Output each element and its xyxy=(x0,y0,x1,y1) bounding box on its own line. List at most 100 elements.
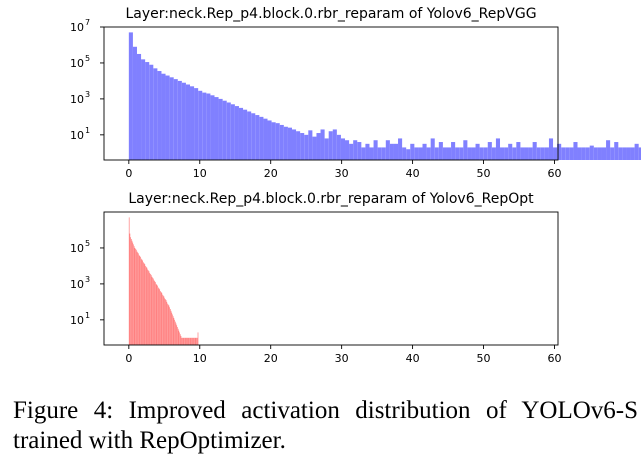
histogram-bar xyxy=(179,332,180,345)
x-tick-label: 40 xyxy=(406,167,420,180)
y-tick-label: 10 xyxy=(70,314,84,327)
histogram-bar xyxy=(136,53,142,160)
x-tick-label: 0 xyxy=(125,352,132,365)
histogram-bar xyxy=(136,251,138,345)
histogram-bar xyxy=(173,318,175,345)
histogram-bar xyxy=(145,265,146,345)
histogram-bar xyxy=(170,310,172,345)
histogram-bar xyxy=(142,260,144,345)
histogram-bar xyxy=(185,84,191,160)
histogram-bar xyxy=(190,86,195,160)
histogram-bar xyxy=(585,147,590,160)
x-tick-label: 20 xyxy=(264,167,278,180)
histogram-bars xyxy=(128,217,199,345)
histogram-bar xyxy=(181,337,183,345)
histogram-bar xyxy=(610,147,615,160)
y-tick-label: 10 xyxy=(70,278,84,291)
histogram-bar xyxy=(418,147,423,160)
histogram-bar xyxy=(557,143,562,160)
histogram-bar xyxy=(304,134,309,160)
histogram-bar xyxy=(516,142,521,160)
histogram-bar xyxy=(300,133,305,160)
histogram-bar xyxy=(186,337,187,345)
x-tick-label: 50 xyxy=(477,352,491,365)
histogram-bar xyxy=(573,142,578,160)
histogram-bar xyxy=(581,147,586,160)
histogram-bar xyxy=(243,109,248,160)
histogram-bar xyxy=(180,336,182,345)
histogram-bar xyxy=(222,100,227,160)
histogram-bar xyxy=(597,147,602,160)
histogram-bar xyxy=(158,288,160,345)
histogram-bar xyxy=(548,138,554,160)
y-tick-exponent: 3 xyxy=(85,275,90,284)
histogram-bar xyxy=(177,328,179,345)
histogram-bar xyxy=(145,266,147,345)
histogram-bar xyxy=(210,95,215,160)
histogram-bar xyxy=(373,140,378,160)
histogram-bar xyxy=(487,142,492,160)
histogram-bar xyxy=(479,147,484,160)
x-tick-label: 30 xyxy=(335,352,349,365)
y-tick-exponent: 1 xyxy=(85,311,90,320)
repvgg-histogram: Layer:neck.Rep_p4.block.0.rbr_reparam of… xyxy=(70,6,641,180)
histogram-bar xyxy=(169,309,171,345)
histogram-bar xyxy=(206,93,211,160)
histogram-bar xyxy=(434,147,439,160)
histogram-bar xyxy=(187,337,188,345)
histogram-bar xyxy=(451,142,456,160)
histogram-bar xyxy=(192,337,194,345)
histogram-bar xyxy=(167,303,168,345)
histogram-bar xyxy=(181,82,186,160)
histogram-bar xyxy=(601,147,607,160)
histogram-bar xyxy=(174,321,176,345)
histogram-bar xyxy=(320,129,325,160)
histogram-bar xyxy=(577,147,582,160)
histogram-bar xyxy=(218,98,223,160)
histogram-bar xyxy=(152,277,153,345)
histogram-bar xyxy=(414,147,419,160)
histogram-bar xyxy=(160,291,162,345)
histogram-bar xyxy=(157,285,158,345)
histogram-bar xyxy=(565,147,570,160)
histogram-bar xyxy=(147,270,149,345)
histogram-bar xyxy=(312,136,317,160)
y-tick-label: 10 xyxy=(70,242,84,255)
histogram-bar xyxy=(345,140,350,160)
histogram-bar xyxy=(173,79,178,160)
histogram-bar xyxy=(197,332,199,345)
histogram-bar xyxy=(144,264,146,345)
histogram-bar xyxy=(128,32,133,160)
histogram-bar xyxy=(251,113,256,160)
histogram-bar xyxy=(191,337,192,345)
histogram-bar xyxy=(148,271,150,345)
histogram-bar xyxy=(133,246,135,345)
histogram-bar xyxy=(202,92,207,160)
histogram-bar xyxy=(169,307,170,345)
histogram-bar xyxy=(172,314,173,345)
histogram-bar xyxy=(171,312,173,345)
histogram-bar xyxy=(187,337,189,345)
histogram-bars xyxy=(128,32,641,160)
histogram-bar xyxy=(188,337,190,345)
histogram-bar xyxy=(137,252,139,345)
x-tick-label: 10 xyxy=(193,352,207,365)
histogram-bar xyxy=(426,147,431,160)
histogram-bar xyxy=(153,68,158,160)
histogram-bar xyxy=(138,255,140,345)
x-tick-label: 60 xyxy=(547,352,561,365)
histogram-bar xyxy=(238,107,244,160)
activation-histograms-figure: Layer:neck.Rep_p4.block.0.rbr_reparam of… xyxy=(70,6,641,365)
x-tick-label: 20 xyxy=(264,352,278,365)
histogram-bar xyxy=(561,147,566,160)
histogram-bar xyxy=(131,240,133,345)
histogram-bar xyxy=(544,147,549,160)
histogram-bar xyxy=(194,337,195,345)
histogram-bar xyxy=(463,140,468,160)
histogram-bar xyxy=(184,337,186,345)
histogram-bar xyxy=(618,147,623,160)
histogram-bar xyxy=(155,283,157,345)
histogram-bar xyxy=(177,80,182,160)
histogram-bar xyxy=(151,276,153,345)
histogram-bar xyxy=(279,124,284,160)
